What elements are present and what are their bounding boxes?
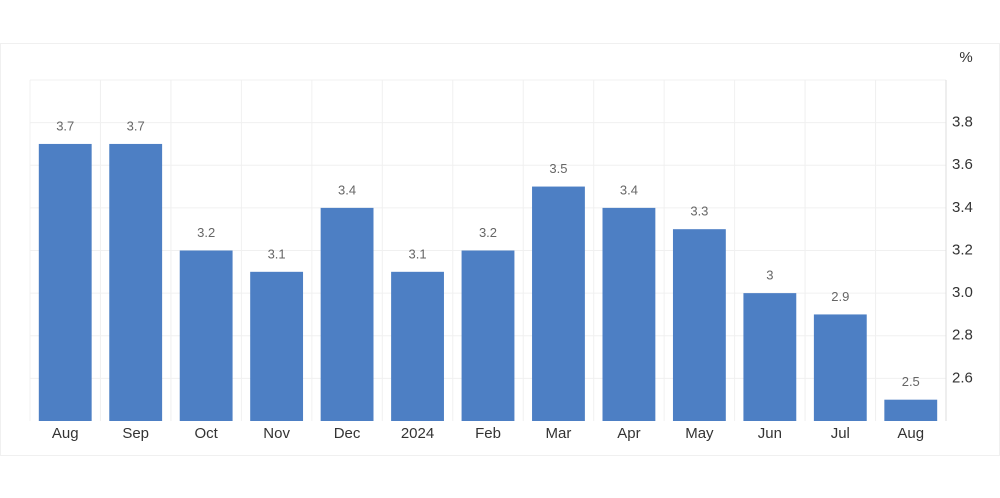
y-tick-label: 2.6 [952, 369, 973, 386]
x-tick-label: Feb [475, 425, 501, 442]
bar [672, 229, 726, 421]
x-tick-label: Sep [122, 425, 149, 442]
bar [109, 143, 163, 421]
data-label: 3.4 [620, 182, 638, 197]
x-tick-label: 2024 [401, 425, 434, 442]
data-label: 3.7 [127, 118, 145, 133]
data-label: 3.4 [338, 182, 356, 197]
y-tick-label: 3.4 [952, 199, 973, 216]
data-label: 3.1 [268, 246, 286, 261]
y-tick-label: 3.0 [952, 284, 973, 301]
bar [743, 293, 797, 421]
bar [391, 271, 444, 421]
y-tick-label: 2.8 [952, 327, 973, 344]
bar [38, 143, 92, 421]
x-tick-label: Nov [263, 425, 290, 442]
data-label: 3.1 [408, 246, 426, 261]
x-tick-label: Jul [831, 425, 850, 442]
data-label: 3.7 [56, 118, 74, 133]
bar [179, 250, 233, 421]
data-label: 3.5 [549, 161, 567, 176]
x-tick-label: Apr [617, 425, 640, 442]
y-tick-label: 3.8 [952, 114, 973, 131]
bar [813, 314, 867, 421]
y-tick-label: 3.2 [952, 241, 973, 258]
x-tick-label: May [685, 425, 714, 442]
bar [320, 207, 374, 421]
x-tick-label: Aug [897, 425, 924, 442]
x-tick-label: Dec [334, 425, 361, 442]
bar [461, 250, 515, 421]
data-label: 3.2 [479, 225, 497, 240]
bar [602, 207, 656, 421]
bar [884, 399, 938, 421]
data-label: 3 [766, 268, 773, 283]
bar [532, 186, 585, 421]
x-tick-label: Oct [194, 425, 218, 442]
data-label: 3.3 [690, 204, 708, 219]
x-tick-label: Jun [758, 425, 782, 442]
data-label: 3.2 [197, 225, 215, 240]
x-tick-label: Mar [546, 425, 572, 442]
bar [250, 271, 304, 421]
y-unit: % [959, 49, 972, 66]
data-label: 2.9 [831, 289, 849, 304]
data-label: 2.5 [902, 374, 920, 389]
x-tick-label: Aug [52, 425, 79, 442]
y-tick-label: 3.6 [952, 156, 973, 173]
